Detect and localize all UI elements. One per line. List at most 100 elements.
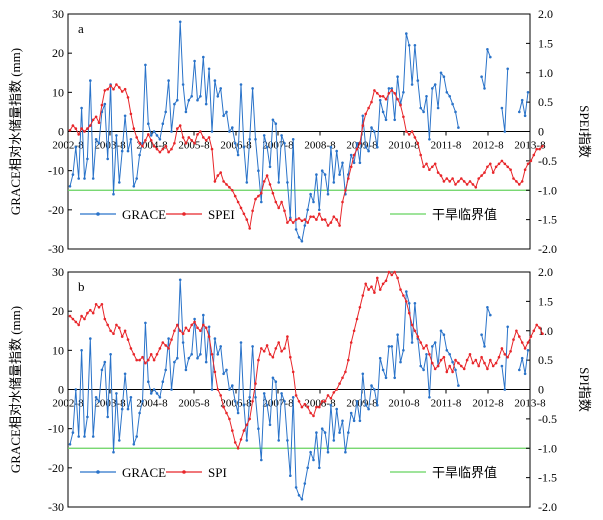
data-point-grace (384, 376, 388, 380)
data-point-spi (483, 361, 486, 365)
data-point-grace (228, 130, 231, 133)
data-point-grace (405, 290, 408, 293)
data-point-grace (341, 161, 344, 165)
data-point-grace (260, 200, 263, 204)
data-point-grace (118, 181, 121, 184)
data-point-spi (89, 308, 92, 312)
data-point-spi (436, 364, 440, 368)
data-point-grace (315, 431, 318, 434)
data-point-spei (509, 168, 512, 171)
data-point-grace (126, 407, 130, 411)
data-point-grace (393, 118, 397, 122)
panel-label: b (78, 279, 85, 294)
data-point-grace (373, 130, 376, 133)
data-point-spi (222, 405, 225, 409)
data-point-grace (248, 138, 251, 141)
data-point-spei (158, 150, 162, 154)
data-point-spi (384, 279, 388, 283)
data-point-grace (219, 87, 222, 90)
data-point-spi (520, 341, 524, 344)
data-point-spi (373, 291, 376, 294)
data-point-spi (231, 429, 234, 432)
legend-label: GRACE (122, 465, 166, 480)
data-point-grace (376, 145, 379, 149)
data-point-spi (257, 358, 260, 362)
right-tick-label: -2.0 (538, 500, 557, 514)
data-point-grace (277, 181, 281, 184)
data-point-spei (265, 174, 269, 177)
data-point-grace (294, 486, 298, 489)
data-point-spi (367, 288, 370, 291)
data-point-grace (486, 48, 489, 51)
data-point-grace (457, 384, 460, 387)
data-point-grace (489, 313, 492, 317)
data-point-grace (268, 165, 272, 169)
data-point-grace (274, 122, 278, 125)
data-point-spei (460, 177, 463, 180)
data-point-grace (251, 87, 254, 90)
data-point-grace (358, 161, 362, 165)
data-point-grace (213, 79, 217, 82)
data-point-spi (118, 326, 121, 330)
x-tick-label: 2013-8 (514, 398, 546, 410)
data-point-grace (135, 177, 138, 180)
data-point-spi (344, 370, 347, 374)
data-point-spei (442, 180, 446, 183)
data-point-grace (320, 169, 324, 172)
data-point-spei (294, 218, 298, 221)
data-point-spei (118, 86, 121, 89)
data-point-spi (532, 329, 536, 333)
data-point-grace (367, 149, 370, 153)
data-point-spei (378, 95, 382, 98)
data-point-grace (306, 466, 310, 470)
data-point-spei (541, 144, 544, 148)
data-point-spei (526, 162, 530, 166)
data-point-grace (68, 185, 72, 188)
data-point-spi (138, 358, 141, 362)
data-point-spi (193, 320, 196, 324)
data-point-spei (91, 118, 95, 122)
data-point-spei (170, 147, 173, 151)
data-point-spei (80, 127, 83, 130)
legend-label: 干旱临界值 (432, 465, 497, 480)
data-point-spi (506, 355, 510, 359)
data-point-grace (138, 411, 141, 415)
data-point-spi (393, 270, 397, 274)
data-point-grace (120, 149, 124, 153)
data-point-spi (196, 326, 199, 330)
data-point-spei (68, 129, 72, 132)
data-point-grace (358, 419, 362, 423)
data-point-grace (83, 177, 86, 180)
data-point-spi (297, 400, 301, 403)
data-point-spei (210, 147, 214, 151)
data-point-grace (181, 341, 185, 344)
data-point-spi (416, 335, 420, 338)
data-point-spei (225, 183, 228, 186)
data-point-grace (123, 372, 127, 376)
data-point-grace (381, 368, 385, 372)
data-point-grace (355, 142, 359, 145)
data-point-spei (202, 136, 205, 139)
right-tick-label: -2.0 (538, 242, 557, 256)
data-point-grace (318, 466, 321, 470)
data-point-grace (106, 415, 109, 419)
data-point-spi (254, 382, 257, 385)
data-point-spi (251, 400, 254, 403)
data-point-spei (364, 112, 368, 116)
legend-swatch-marker (96, 470, 100, 474)
data-point-spi (202, 323, 205, 327)
data-point-grace (74, 388, 78, 391)
data-point-grace (306, 208, 310, 212)
data-point-spei (402, 115, 405, 119)
data-point-grace (286, 439, 289, 442)
data-point-spei (341, 200, 344, 204)
data-point-spei (332, 215, 336, 218)
data-point-spi (164, 344, 167, 347)
data-point-spei (436, 171, 440, 174)
data-point-grace (80, 349, 83, 352)
data-point-spei (349, 165, 353, 169)
data-point-spi (515, 329, 518, 333)
data-point-spei (532, 153, 536, 157)
data-point-grace (184, 110, 188, 114)
data-point-spi (439, 358, 443, 362)
